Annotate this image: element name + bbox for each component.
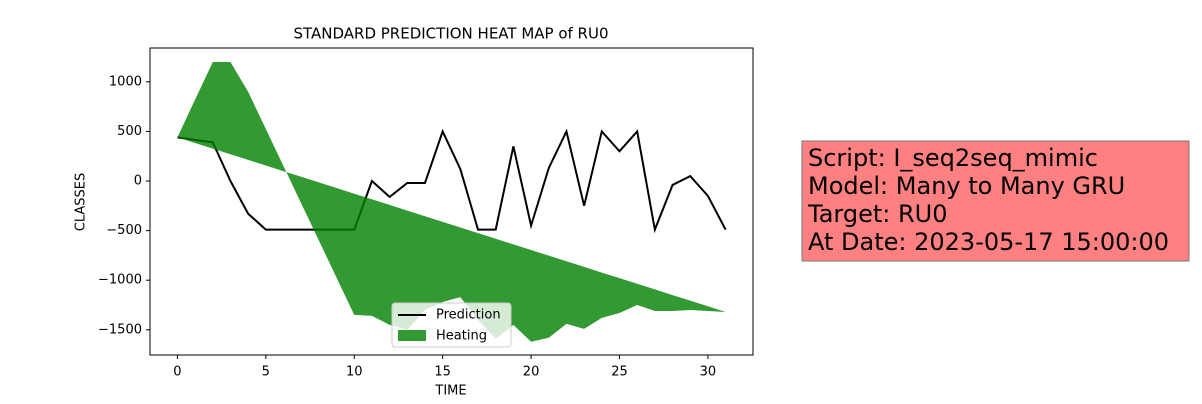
x-tick-label: 30 <box>700 365 717 380</box>
legend-swatch <box>398 330 426 341</box>
x-tick-label: 20 <box>523 365 540 380</box>
y-tick-label: 1000 <box>109 74 142 89</box>
annotation-line: Script: I_seq2seq_mimic <box>808 144 1098 172</box>
y-axis-label: CLASSES <box>74 173 89 231</box>
y-tick-label: 500 <box>117 124 142 139</box>
prediction-line <box>177 128 727 234</box>
y-tick-label: −500 <box>106 223 142 238</box>
x-tick-label: 5 <box>262 365 270 380</box>
x-tick-label: 10 <box>346 365 363 380</box>
y-tick-label: 0 <box>134 174 142 189</box>
heating-area <box>177 61 726 342</box>
annotation-line: At Date: 2023-05-17 15:00:00 <box>808 228 1169 256</box>
legend-label: Prediction <box>436 308 501 323</box>
chart-title: STANDARD PREDICTION HEAT MAP of RU0 <box>293 25 608 43</box>
annotation-line: Target: RU0 <box>807 200 947 228</box>
plot-frame <box>149 47 754 356</box>
x-axis-label: TIME <box>434 384 466 399</box>
y-tick-label: −1000 <box>98 273 142 288</box>
annotation-line: Model: Many to Many GRU <box>808 172 1125 200</box>
y-tick-label: −1500 <box>98 322 142 337</box>
x-tick-label: 25 <box>611 365 628 380</box>
legend-label: Heating <box>436 329 487 344</box>
annotation-box <box>801 140 1190 262</box>
x-tick-label: 0 <box>173 365 181 380</box>
x-tick-label: 15 <box>434 365 451 380</box>
